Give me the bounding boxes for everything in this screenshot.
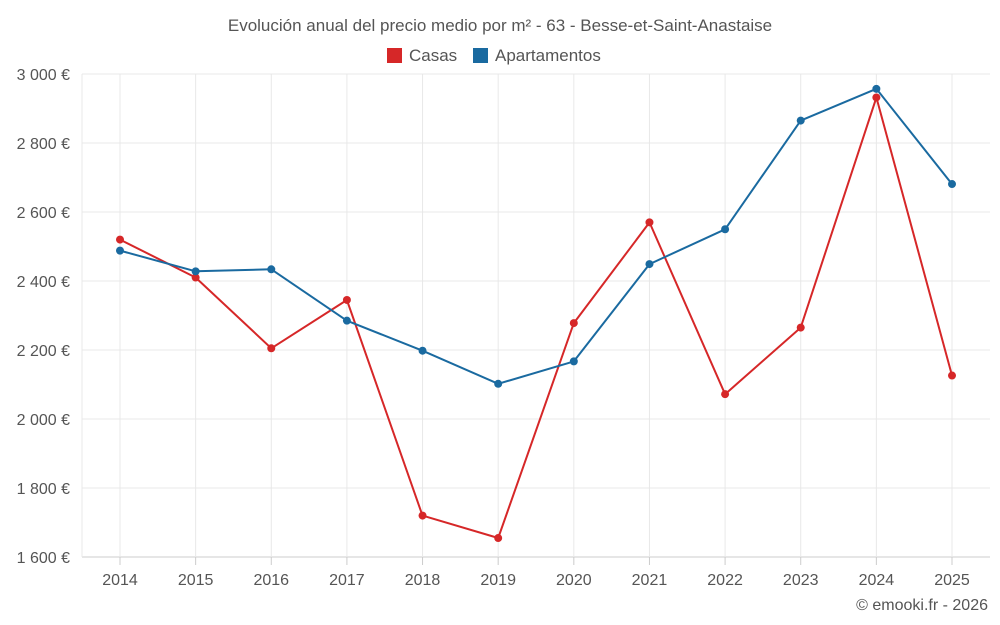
x-tick-label: 2023 <box>783 572 819 589</box>
data-point-apartamentos-2017[interactable]: Apartamentos 2017: 2285 € <box>342 316 351 325</box>
credit-text: © emooki.fr - 2026 <box>856 597 988 614</box>
data-point-casas-2017[interactable]: Casas 2017: 2345 € <box>342 295 351 304</box>
x-tick-label: 2022 <box>707 572 743 589</box>
data-point-apartamentos-2022[interactable]: Apartamentos 2022: 2550 € <box>721 225 730 234</box>
x-tick-label: 2015 <box>178 572 214 589</box>
data-point-apartamentos-2018[interactable]: Apartamentos 2018: 2198 € <box>418 346 427 355</box>
chart-title: Evolución anual del precio medio por m² … <box>228 16 772 35</box>
y-tick-label: 3 000 € <box>17 67 70 84</box>
data-point-casas-2015[interactable]: Casas 2015: 2410 € <box>191 273 200 282</box>
y-gridlines <box>82 73 990 558</box>
x-tick-label: 2021 <box>632 572 668 589</box>
data-point-apartamentos-2020[interactable]: Apartamentos 2020: 2167 € <box>569 357 578 366</box>
y-axis-tick-labels: 1 600 € 1 800 € 2 000 € 2 200 € 2 400 € 2 600… <box>17 67 70 567</box>
y-tick-label: 2 000 € <box>17 412 70 429</box>
data-point-casas-2025[interactable]: Casas 2025: 2126 € <box>948 371 956 380</box>
x-axis-tick-labels: 2014 2015 2016 2017 2018 2019 2020 2021 2022 2023… <box>102 572 970 589</box>
data-point-casas-2024[interactable]: Casas 2024: 2932 € <box>872 93 881 102</box>
legend-label-apartamentos[interactable]: Apartamentos <box>495 46 601 65</box>
data-point-apartamentos-2019[interactable]: Apartamentos 2019: 2102 € <box>494 379 503 388</box>
y-tick-label: 1 800 € <box>17 481 70 498</box>
data-point-casas-2019[interactable]: Casas 2019: 1655 € <box>494 534 503 543</box>
data-point-casas-2022[interactable]: Casas 2022: 2072 € <box>721 390 730 399</box>
legend: Casas Apartamentos <box>387 46 601 65</box>
y-tick-label: 2 200 € <box>17 343 70 360</box>
data-point-apartamentos-2016[interactable]: Apartamentos 2016: 2434 € <box>267 265 276 274</box>
series-line-casas <box>119 96 953 539</box>
y-tick-label: 1 600 € <box>17 550 70 567</box>
x-tick-label: 2019 <box>480 572 516 589</box>
x-gridlines <box>81 74 953 565</box>
data-point-casas-2016[interactable]: Casas 2016: 2205 € <box>267 344 276 353</box>
data-point-casas-2021[interactable]: Casas 2021: 2570 € <box>645 218 654 227</box>
x-tick-label: 2024 <box>859 572 895 589</box>
y-tick-label: 2 400 € <box>17 274 70 291</box>
data-point-casas-2020[interactable]: Casas 2020: 2278 € <box>569 319 578 328</box>
series-layer: Casas 2014: 2520 € Casas 2015: 2410 € Casa… <box>116 84 956 543</box>
data-point-casas-2014[interactable]: Casas 2014: 2520 € <box>116 235 124 244</box>
data-point-casas-2023[interactable]: Casas 2023: 2265 € <box>796 323 805 332</box>
series-line-apartamentos <box>119 87 953 385</box>
data-point-apartamentos-2014[interactable]: Apartamentos 2014: 2488 € <box>116 246 124 255</box>
legend-label-casas[interactable]: Casas <box>409 46 457 65</box>
data-point-apartamentos-2021[interactable]: Apartamentos 2021: 2449 € <box>645 260 654 269</box>
x-tick-label: 2017 <box>329 572 365 589</box>
data-point-apartamentos-2024[interactable]: Apartamentos 2024: 2957 € <box>872 84 881 93</box>
data-point-apartamentos-2023[interactable]: Apartamentos 2023: 2865 € <box>796 116 805 125</box>
x-tick-label: 2016 <box>253 572 289 589</box>
legend-swatch-casas[interactable] <box>387 48 402 63</box>
y-tick-label: 2 800 € <box>17 136 70 153</box>
x-tick-label: 2025 <box>934 572 970 589</box>
y-tick-label: 2 600 € <box>17 205 70 222</box>
x-tick-label: 2018 <box>405 572 441 589</box>
x-tick-label: 2014 <box>102 572 138 589</box>
x-tick-label: 2020 <box>556 572 592 589</box>
data-point-apartamentos-2025[interactable]: Apartamentos 2025: 2681 € <box>948 180 956 189</box>
legend-swatch-apartamentos[interactable] <box>473 48 488 63</box>
data-point-apartamentos-2015[interactable]: Apartamentos 2015: 2428 € <box>191 267 200 276</box>
